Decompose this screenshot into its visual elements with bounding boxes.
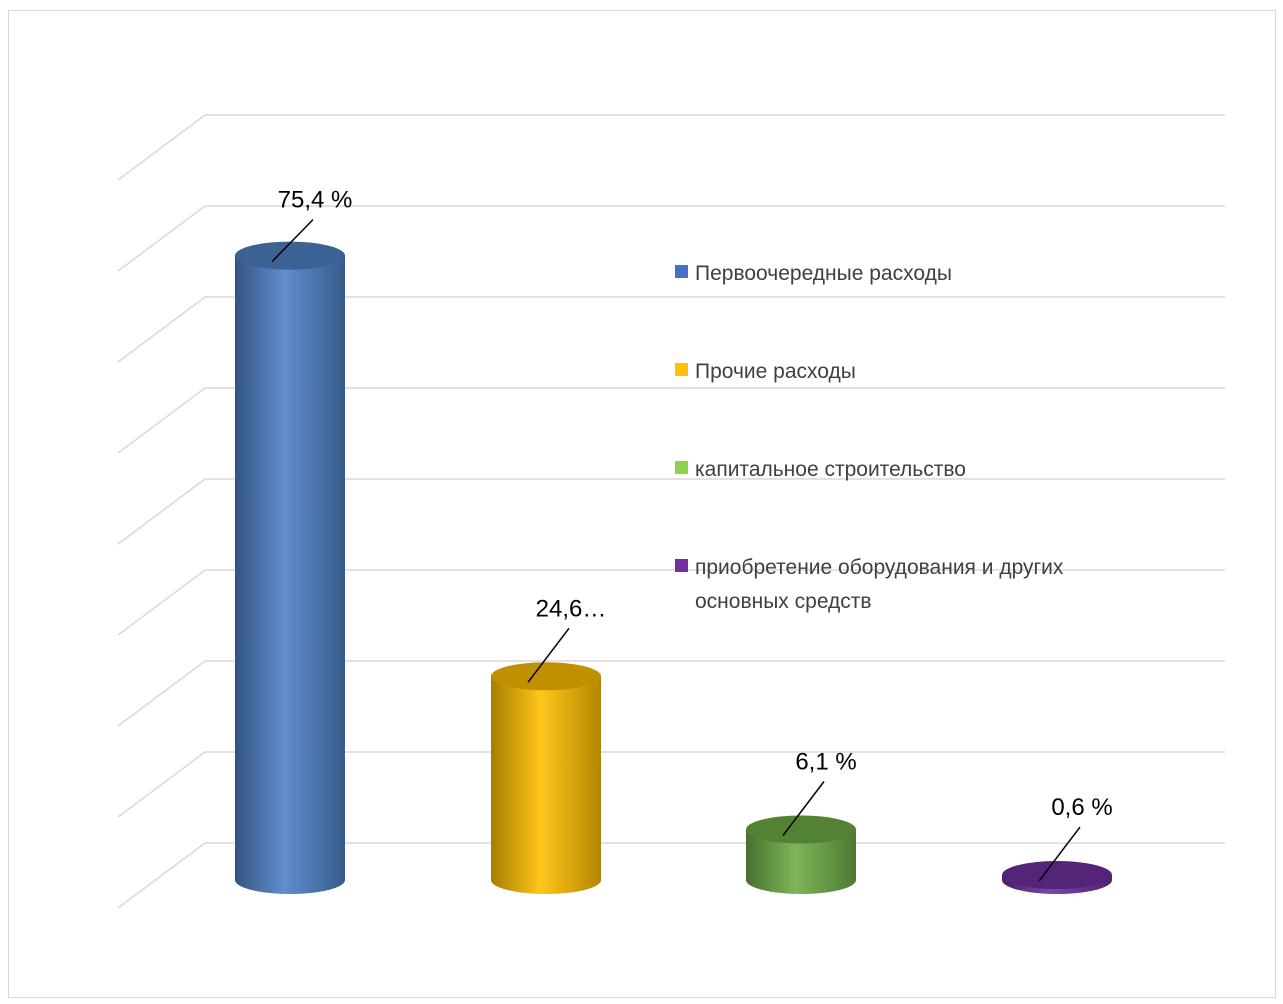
legend-label: приобретение оборудования и других bbox=[695, 556, 1064, 579]
leader-line bbox=[271, 219, 314, 263]
legend-entry-1: Первоочередные расходы bbox=[675, 262, 952, 285]
legend-entry-4: приобретение оборудования и других основн… bbox=[675, 556, 1064, 613]
bar-2 bbox=[491, 662, 601, 894]
data-label: 6,1 % bbox=[795, 748, 856, 775]
data-labels: 75,4 % 24,6… 6,1 % 0,6 % bbox=[271, 187, 1113, 882]
leader-line bbox=[1038, 826, 1081, 882]
data-label: 75,4 % bbox=[278, 187, 353, 214]
legend-label: Прочие расходы bbox=[695, 360, 856, 383]
gridline-diagonal bbox=[117, 569, 206, 636]
data-label: 0,6 % bbox=[1051, 794, 1112, 821]
bar-3 bbox=[746, 815, 856, 894]
gridline-diagonal bbox=[117, 660, 206, 727]
bar-top bbox=[235, 241, 345, 270]
legend-swatch bbox=[675, 265, 688, 278]
bar-body bbox=[235, 255, 345, 894]
leader-line bbox=[527, 627, 570, 683]
gridline-diagonal bbox=[117, 842, 206, 909]
legend-entry-3: капитальное строительство bbox=[675, 458, 966, 481]
legend: Первоочередные расходы Прочие расходы капи… bbox=[675, 262, 1064, 613]
bar-top bbox=[491, 662, 601, 691]
leader-line bbox=[782, 781, 825, 836]
gridline-diagonal bbox=[117, 296, 206, 363]
bar-1 bbox=[235, 241, 345, 894]
legend-swatch bbox=[675, 461, 688, 474]
gridline-diagonal bbox=[117, 478, 206, 545]
gridlines bbox=[117, 114, 1225, 909]
gridline-diagonal bbox=[117, 751, 206, 818]
bars bbox=[235, 241, 1112, 894]
legend-label: Первоочередные расходы bbox=[695, 262, 952, 285]
gridline-diagonal bbox=[117, 114, 206, 181]
gridline-diagonal bbox=[117, 387, 206, 454]
chart-frame bbox=[8, 10, 1276, 998]
bar-top bbox=[746, 815, 856, 844]
legend-swatch bbox=[675, 363, 688, 376]
legend-entry-2: Прочие расходы bbox=[675, 360, 856, 383]
bar-body bbox=[491, 676, 601, 894]
legend-swatch bbox=[675, 559, 688, 572]
bar-4 bbox=[1002, 861, 1112, 894]
data-label: 24,6… bbox=[536, 595, 607, 622]
legend-label: капитальное строительство bbox=[695, 458, 966, 481]
gridline-diagonal bbox=[117, 205, 206, 272]
bar-body bbox=[746, 829, 856, 894]
legend-label: основных средств bbox=[695, 590, 872, 613]
bar-top bbox=[1002, 861, 1112, 890]
